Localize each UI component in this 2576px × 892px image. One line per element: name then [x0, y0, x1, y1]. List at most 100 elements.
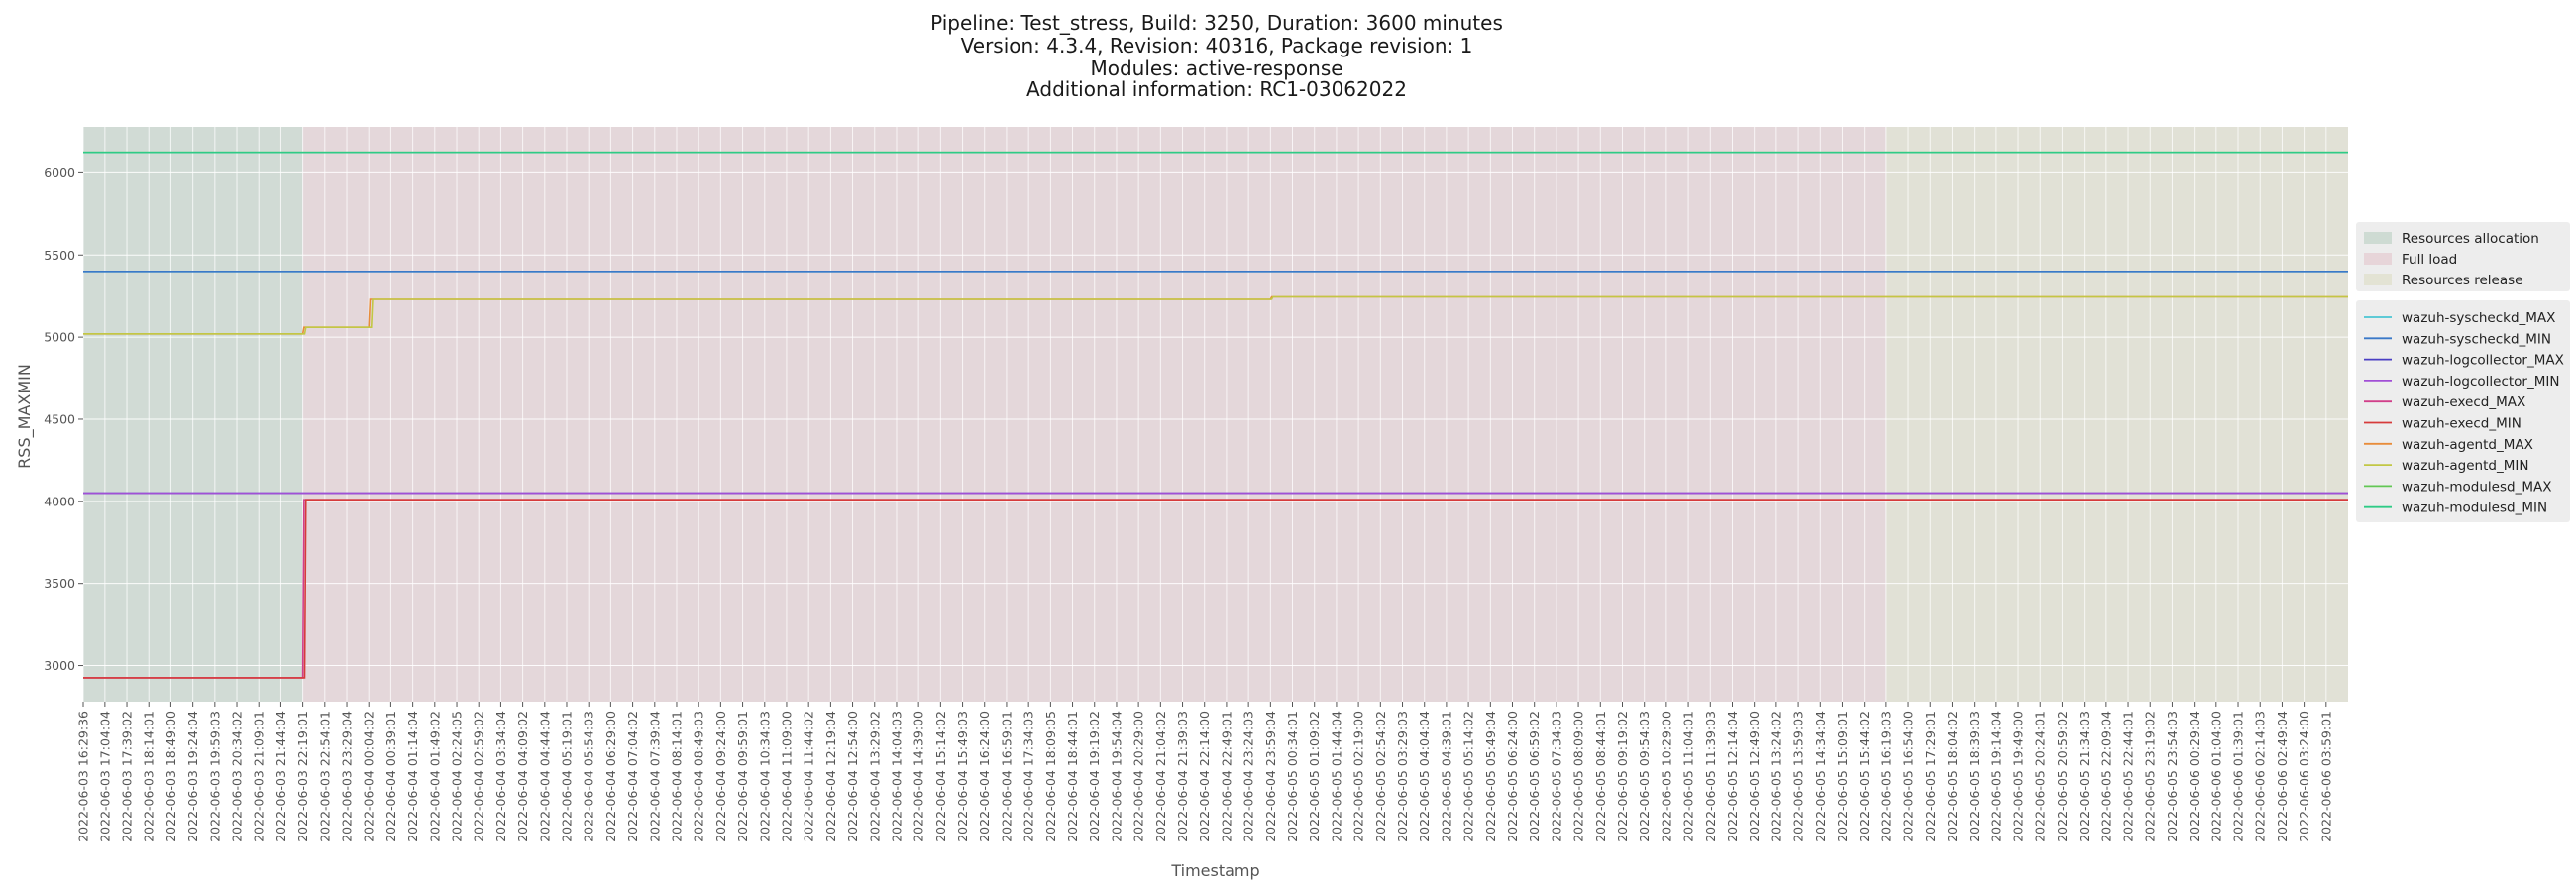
title-line-2: Version: 4.3.4, Revision: 40316, Package… — [961, 34, 1473, 57]
chart-title: Pipeline: Test_stress, Build: 3250, Dura… — [930, 11, 1503, 101]
x-tick-label: 2022-06-04 09:24:00 — [713, 711, 728, 842]
legend-series-label: wazuh-logcollector_MAX — [2402, 353, 2564, 369]
x-tick-label: 2022-06-04 14:39:00 — [912, 711, 926, 842]
x-tick-label: 2022-06-04 02:59:02 — [472, 711, 486, 842]
x-tick-label: 2022-06-04 08:14:01 — [669, 711, 684, 842]
phase-band-2 — [1885, 127, 2348, 702]
x-tick-label: 2022-06-06 02:14:03 — [2253, 711, 2268, 842]
x-tick-label: 2022-06-03 18:14:01 — [142, 711, 157, 842]
x-tick-label: 2022-06-04 13:29:02 — [867, 711, 882, 842]
y-tick-label: 3500 — [44, 576, 75, 591]
x-tick-label: 2022-06-05 18:04:02 — [1945, 711, 1960, 842]
y-tick-label: 4000 — [44, 494, 75, 508]
x-tick-label: 2022-06-05 23:54:03 — [2165, 711, 2180, 842]
x-tick-label: 2022-06-05 04:04:04 — [1417, 711, 1432, 842]
x-tick-label: 2022-06-03 23:29:04 — [340, 711, 355, 842]
x-tick-label: 2022-06-05 05:14:02 — [1461, 711, 1476, 842]
x-tick-label: 2022-06-05 12:14:04 — [1725, 711, 1740, 842]
x-tick-label: 2022-06-04 16:24:00 — [977, 711, 992, 842]
x-tick-label: 2022-06-03 21:44:04 — [273, 711, 288, 842]
x-tick-label: 2022-06-03 20:34:02 — [230, 711, 245, 842]
x-tick-label: 2022-06-04 18:44:01 — [1065, 711, 1080, 842]
x-tick-label: 2022-06-04 00:39:01 — [383, 711, 398, 842]
x-tick-label: 2022-06-04 09:59:01 — [735, 711, 750, 842]
legend-phases: Resources allocation Full load Resources r… — [2356, 222, 2570, 291]
x-tick-label: 2022-06-05 01:44:04 — [1329, 711, 1343, 842]
x-tick-label: 2022-06-04 00:04:02 — [362, 711, 376, 842]
x-tick-label: 2022-06-04 22:49:01 — [1219, 711, 1234, 842]
legend-series-label: wazuh-agentd_MAX — [2402, 437, 2533, 453]
x-tick-label: 2022-06-05 23:19:02 — [2143, 711, 2158, 842]
x-tick-label: 2022-06-04 11:09:00 — [779, 711, 794, 842]
y-tick-label: 4500 — [44, 411, 75, 426]
plot-background — [83, 127, 2348, 702]
x-tick-label: 2022-06-05 20:59:02 — [2055, 711, 2070, 842]
legend-series-label: wazuh-modulesd_MAX — [2402, 479, 2551, 495]
x-tick-label: 2022-06-04 22:14:00 — [1197, 711, 1212, 842]
y-tick-label: 5500 — [44, 248, 75, 263]
x-tick-label: 2022-06-05 08:44:01 — [1593, 711, 1608, 842]
series-line-wazuh-agentd_MAX — [83, 295, 2348, 335]
legend-series-label: wazuh-syscheckd_MIN — [2402, 331, 2551, 347]
x-tick-label: 2022-06-04 14:04:03 — [889, 711, 904, 842]
x-tick-label: 2022-06-03 17:39:02 — [120, 711, 135, 842]
x-tick-label: 2022-06-05 15:44:02 — [1857, 711, 1872, 842]
legend-series-label: wazuh-syscheckd_MAX — [2402, 310, 2555, 326]
x-tick-label: 2022-06-04 05:19:01 — [559, 711, 574, 842]
x-tick-label: 2022-06-05 20:24:01 — [2033, 711, 2048, 842]
x-tick-label: 2022-06-04 18:09:05 — [1043, 711, 1058, 842]
x-tick-label: 2022-06-05 04:39:01 — [1439, 711, 1453, 842]
x-tick-label: 2022-06-05 14:34:04 — [1813, 711, 1828, 842]
x-tick-label: 2022-06-04 15:49:03 — [955, 711, 970, 842]
x-tick-label: 2022-06-05 06:24:00 — [1505, 711, 1520, 842]
legend-series-label: wazuh-agentd_MIN — [2402, 458, 2528, 474]
x-tick-label: 2022-06-03 17:04:04 — [97, 711, 112, 842]
x-tick-label: 2022-06-03 19:24:04 — [185, 711, 200, 842]
x-tick-label: 2022-06-05 07:34:03 — [1549, 711, 1563, 842]
x-tick-label: 2022-06-04 07:04:02 — [625, 711, 640, 842]
legend-phase-swatch — [2364, 274, 2392, 285]
x-tick-label: 2022-06-05 16:19:03 — [1878, 711, 1893, 842]
x-axis-label: Timestamp — [1170, 861, 1259, 880]
x-tick-label: 2022-06-04 04:09:02 — [515, 711, 530, 842]
legend-phases-box — [2356, 222, 2570, 291]
x-tick-label: 2022-06-04 21:04:02 — [1153, 711, 1168, 842]
legend-series-label: wazuh-execd_MIN — [2402, 416, 2522, 432]
legend-series-label: wazuh-modulesd_MIN — [2402, 501, 2547, 516]
x-tick-label: 2022-06-04 16:59:01 — [999, 711, 1014, 842]
legend-phase-swatch — [2364, 253, 2392, 265]
series-line-wazuh-agentd_MIN — [83, 295, 2348, 335]
x-tick-label: 2022-06-04 21:39:03 — [1175, 711, 1190, 842]
legend-series-label: wazuh-execd_MAX — [2402, 394, 2525, 410]
x-tick-label: 2022-06-04 06:29:00 — [603, 711, 618, 842]
x-tick-label: 2022-06-04 08:49:03 — [692, 711, 706, 842]
x-tick-label: 2022-06-06 01:39:01 — [2231, 711, 2246, 842]
x-tick-label: 2022-06-03 19:59:03 — [207, 711, 222, 842]
x-tick-label: 2022-06-03 21:09:01 — [252, 711, 267, 842]
x-tick-label: 2022-06-03 16:29:36 — [76, 711, 91, 842]
x-tick-label: 2022-06-05 19:14:04 — [1988, 711, 2003, 842]
x-tick-label: 2022-06-06 01:04:00 — [2208, 711, 2223, 842]
legend-phase-label: Full load — [2402, 252, 2457, 268]
x-tick-label: 2022-06-05 02:54:02 — [1373, 711, 1388, 842]
y-tick-label: 6000 — [44, 166, 75, 180]
x-tick-label: 2022-06-04 19:54:04 — [1109, 711, 1124, 842]
x-tick-label: 2022-06-04 02:24:05 — [450, 711, 465, 842]
x-tick-label: 2022-06-03 22:54:01 — [317, 711, 332, 842]
legend-phase-label: Resources allocation — [2402, 231, 2539, 247]
legend-phase-label: Resources release — [2402, 273, 2522, 288]
x-tick-label: 2022-06-04 07:39:04 — [647, 711, 662, 842]
legend-series-box — [2356, 300, 2570, 522]
x-tick-label: 2022-06-04 05:54:03 — [582, 711, 596, 842]
x-tick-label: 2022-06-04 11:44:02 — [802, 711, 816, 842]
x-tick-label: 2022-06-03 22:19:01 — [295, 711, 310, 842]
y-tick-label: 3000 — [44, 658, 75, 673]
x-tick-label: 2022-06-05 03:29:03 — [1395, 711, 1410, 842]
x-tick-label: 2022-06-06 00:29:04 — [2187, 711, 2201, 842]
x-tick-label: 2022-06-04 19:19:02 — [1087, 711, 1102, 842]
x-tick-label: 2022-06-03 18:49:00 — [163, 711, 178, 842]
x-tick-label: 2022-06-04 01:14:04 — [405, 711, 420, 842]
x-tick-label: 2022-06-05 13:24:02 — [1769, 711, 1783, 842]
x-tick-label: 2022-06-06 03:24:00 — [2297, 711, 2311, 842]
x-tick-label: 2022-06-05 16:54:00 — [1901, 711, 1916, 842]
